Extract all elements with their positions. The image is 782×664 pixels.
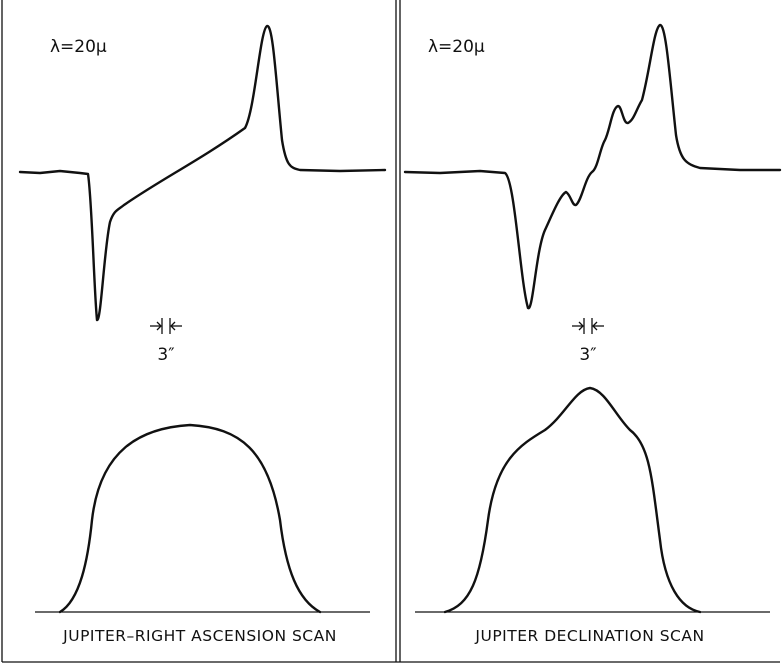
scan-curve (403, 23, 782, 310)
panel: λ=20μ 3″ JUPITER DECLINATION SCAN (403, 23, 782, 645)
scan-curve (18, 24, 387, 322)
model-curve (58, 423, 322, 614)
scale-label: 3″ (157, 345, 174, 365)
scale-bar (572, 318, 604, 334)
wavelength-label: λ=20μ (428, 37, 485, 57)
caption: JUPITER DECLINATION SCAN (474, 627, 704, 645)
scale-label: 3″ (579, 345, 596, 365)
panel: λ=20μ 3″ JUPITER–RIGHT ASCENSION SCAN (18, 24, 387, 645)
wavelength-label: λ=20μ (50, 37, 107, 57)
model-curve (443, 386, 702, 614)
caption: JUPITER–RIGHT ASCENSION SCAN (62, 627, 337, 645)
scale-bar (150, 318, 182, 334)
